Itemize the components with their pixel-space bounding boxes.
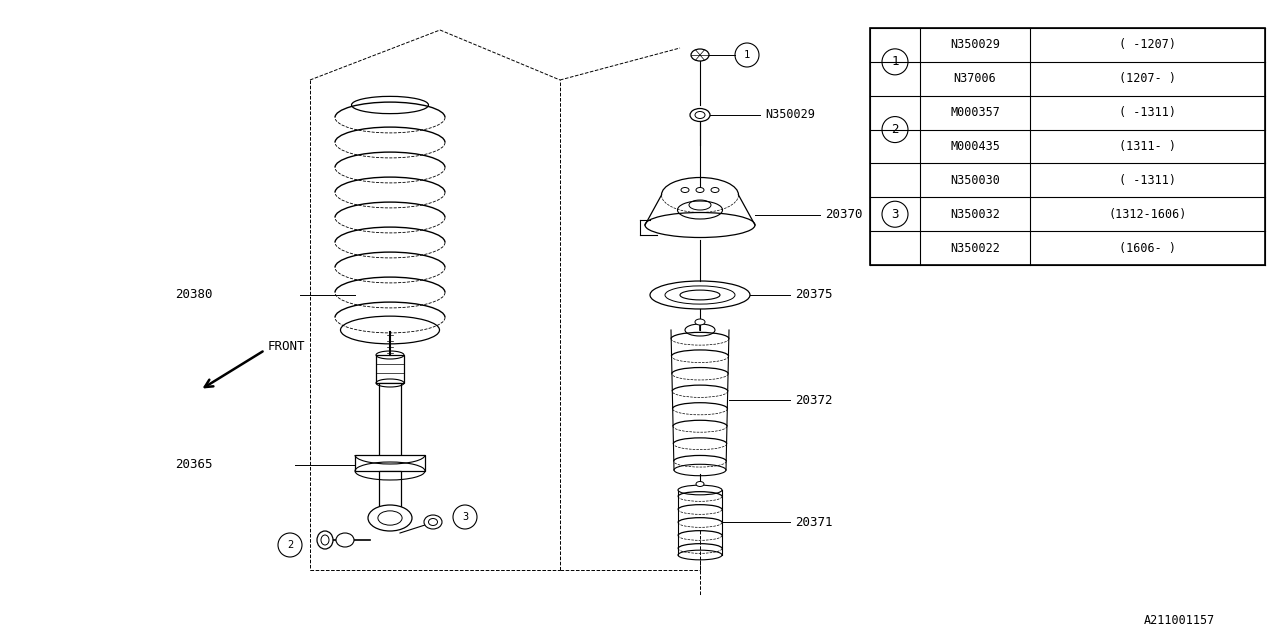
Bar [379,383,401,460]
Ellipse shape [424,515,442,529]
Ellipse shape [378,511,402,525]
Text: 20375: 20375 [795,289,832,301]
Text: A211001157: A211001157 [1144,614,1215,627]
Bar [355,455,425,471]
Text: ( -1207): ( -1207) [1119,38,1176,51]
Ellipse shape [695,111,705,118]
Text: 20370: 20370 [826,209,863,221]
Ellipse shape [678,485,722,495]
Text: (1207- ): (1207- ) [1119,72,1176,85]
Text: N37006: N37006 [954,72,996,85]
Ellipse shape [429,518,438,525]
Text: 3: 3 [462,512,468,522]
Bar [379,471,401,510]
Ellipse shape [696,188,704,193]
Text: 20372: 20372 [795,394,832,406]
Text: (1606- ): (1606- ) [1119,241,1176,255]
Text: 1: 1 [891,55,899,68]
Ellipse shape [681,188,689,193]
Ellipse shape [690,109,710,122]
Ellipse shape [695,319,705,325]
Bar [376,355,404,383]
Ellipse shape [710,188,719,193]
Text: 20365: 20365 [175,458,212,472]
Text: 3: 3 [891,208,899,221]
Text: N350030: N350030 [950,174,1000,187]
Ellipse shape [691,49,709,61]
Text: N350032: N350032 [950,208,1000,221]
Text: 20380: 20380 [175,289,212,301]
Text: M000435: M000435 [950,140,1000,153]
Ellipse shape [369,505,412,531]
Text: 20371: 20371 [795,515,832,529]
Text: FRONT: FRONT [268,340,306,353]
Ellipse shape [321,535,329,545]
Text: 2: 2 [287,540,293,550]
Text: N350022: N350022 [950,241,1000,255]
Text: 2: 2 [891,123,899,136]
Ellipse shape [317,531,333,549]
Text: N350029: N350029 [950,38,1000,51]
Bar [870,28,1265,265]
Text: (1312-1606): (1312-1606) [1108,208,1187,221]
Ellipse shape [696,481,704,486]
Text: M000357: M000357 [950,106,1000,119]
Text: ( -1311): ( -1311) [1119,106,1176,119]
Ellipse shape [335,533,355,547]
Text: N350029: N350029 [765,109,815,122]
Text: 1: 1 [744,50,750,60]
Text: (1311- ): (1311- ) [1119,140,1176,153]
Text: ( -1311): ( -1311) [1119,174,1176,187]
